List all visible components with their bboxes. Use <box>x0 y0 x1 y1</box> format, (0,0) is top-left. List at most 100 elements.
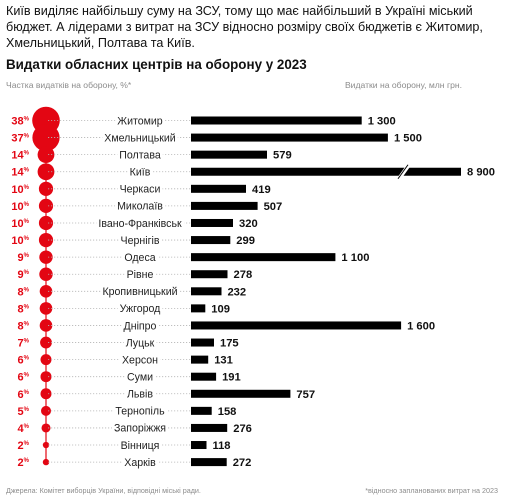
spending-bar <box>191 287 222 296</box>
axis-break-edge <box>397 164 409 180</box>
spending-bar <box>191 441 207 450</box>
percent-label: 14% <box>11 150 29 162</box>
percent-bubble <box>42 441 50 449</box>
value-label: 419 <box>252 184 271 196</box>
city-label: Суми <box>127 372 153 384</box>
value-label: 272 <box>233 457 252 469</box>
value-label: 175 <box>220 338 239 350</box>
axis-break-mark <box>397 163 411 180</box>
city-label-bg <box>127 165 153 178</box>
city-label-bg <box>115 199 166 212</box>
spending-column-header: Видатки на оборону, млн грн. <box>344 80 462 90</box>
value-label: 1 600 <box>407 320 435 332</box>
percent-bubble <box>40 371 52 383</box>
city-label: Полтава <box>119 149 161 161</box>
city-label: Хмельницький <box>104 132 175 144</box>
spending-bar <box>191 304 206 313</box>
city-label: Одеса <box>124 252 155 264</box>
value-label: 299 <box>236 235 255 247</box>
value-label: 1 300 <box>368 116 396 128</box>
city-label-bg <box>124 370 156 383</box>
city-label-bg <box>124 387 156 400</box>
percent-column-header: Частка видатків на оборону, %* <box>6 80 132 90</box>
percent-bubble <box>37 146 55 164</box>
percent-bubble <box>40 388 52 400</box>
spending-bar <box>191 167 461 176</box>
percent-label: 8% <box>18 303 30 315</box>
city-label-bg <box>117 302 163 315</box>
percent-bubble <box>32 123 60 152</box>
source-note: Джерела: Комітет виборців України, відпо… <box>6 486 201 495</box>
percent-bubble <box>42 458 50 466</box>
city-label-bg <box>124 268 156 281</box>
footnote: *відносно запланованих витрат на 2023 <box>365 486 498 495</box>
spending-bar <box>191 270 228 279</box>
city-label: Вінниця <box>121 440 160 452</box>
percent-label: 10% <box>11 184 29 196</box>
value-label: 232 <box>227 286 246 298</box>
city-label: Львів <box>127 389 153 401</box>
value-label: 320 <box>239 218 258 230</box>
spending-bar <box>191 184 246 193</box>
percent-label: 10% <box>11 235 29 247</box>
city-label: Київ <box>130 167 151 179</box>
city-label-bg <box>118 234 162 247</box>
percent-label: 7% <box>18 338 30 350</box>
value-label: 507 <box>264 201 283 213</box>
percent-label: 8% <box>18 320 30 332</box>
spending-bar <box>191 133 388 142</box>
chart-title: Видатки обласних центрів на оборону у 20… <box>6 57 307 72</box>
intro-text: Київ виділяє найбільшу суму на ЗСУ, тому… <box>6 4 483 50</box>
percent-bubble <box>38 215 54 231</box>
percent-label: 10% <box>11 218 29 230</box>
spending-bar <box>191 150 267 159</box>
value-label: 1 100 <box>341 252 369 264</box>
city-label-bg <box>115 114 165 127</box>
city-label-bg <box>111 421 169 434</box>
spending-bar <box>191 423 228 432</box>
spending-bar <box>191 372 217 381</box>
value-label: 757 <box>296 389 315 401</box>
spending-bar <box>191 116 362 125</box>
city-label: Чернігів <box>121 235 160 247</box>
percent-bubble <box>38 232 54 248</box>
value-label: 109 <box>211 303 230 315</box>
city-label: Херсон <box>122 354 158 366</box>
city-label-bg <box>117 148 163 161</box>
city-label: Харків <box>124 457 156 469</box>
spending-bar <box>191 458 227 467</box>
city-label: Запоріжжя <box>114 423 166 435</box>
value-label: 1 500 <box>394 133 422 145</box>
percent-bubble <box>37 163 55 181</box>
city-label: Черкаси <box>120 184 161 196</box>
spending-bar <box>191 253 336 262</box>
value-label: 579 <box>273 150 292 162</box>
percent-label: 6% <box>18 372 30 384</box>
city-label: Тернопіль <box>115 406 165 418</box>
percent-bubble <box>39 267 53 281</box>
value-label: 191 <box>222 372 241 384</box>
city-label: Миколаїв <box>117 201 163 213</box>
city-label-bg <box>100 285 180 298</box>
city-label-bg <box>102 131 178 144</box>
percent-label: 2% <box>18 440 30 452</box>
percent-label: 9% <box>18 269 30 281</box>
city-label-bg <box>122 456 159 469</box>
percent-bubble <box>39 250 53 264</box>
percent-bubble <box>38 181 54 196</box>
value-label: 276 <box>233 423 252 435</box>
city-label-bg <box>121 319 159 332</box>
percent-bubble <box>38 198 54 213</box>
city-label: Ужгород <box>120 303 161 315</box>
percent-bubble <box>39 302 53 315</box>
city-label-bg <box>96 216 184 229</box>
percent-label: 6% <box>18 389 30 401</box>
percent-label: 38% <box>11 116 29 128</box>
percent-label: 8% <box>18 286 30 298</box>
city-label: Рівне <box>127 269 154 281</box>
percent-bubble <box>41 405 51 416</box>
value-label: 158 <box>218 406 237 418</box>
percent-label: 10% <box>11 201 29 213</box>
percent-label: 4% <box>18 423 30 435</box>
